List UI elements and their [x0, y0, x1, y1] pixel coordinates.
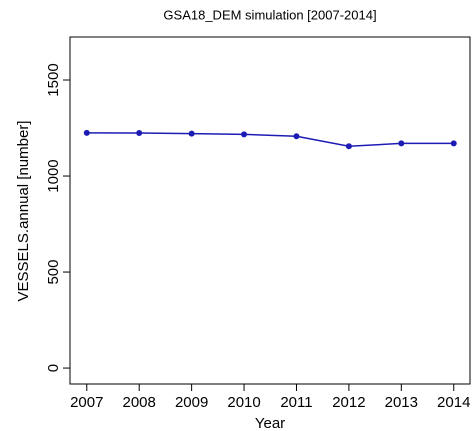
data-line [86, 132, 454, 148]
x-tick-label: 2009 [175, 394, 208, 411]
y-tick-label: 1500 [45, 63, 62, 96]
chart-title: GSA18_DEM simulation [2007-2014] [163, 7, 376, 22]
data-point [188, 130, 195, 137]
data-point [450, 140, 457, 147]
x-axis-label: Year [255, 415, 285, 431]
y-tick-label: 500 [45, 260, 62, 285]
x-tick-label: 2012 [332, 394, 365, 411]
data-point [241, 131, 248, 138]
x-tick-label: 2011 [280, 394, 312, 411]
x-tick-label: 2010 [227, 394, 260, 411]
data-point [293, 133, 300, 140]
x-tick-label: 2008 [123, 394, 156, 411]
data-point [398, 140, 405, 147]
x-tick-label: 2013 [385, 394, 418, 411]
data-point [136, 130, 143, 137]
data-point [345, 143, 352, 150]
x-tick-label: 2014 [437, 394, 470, 411]
data-point [83, 129, 90, 136]
y-tick-label: 1000 [45, 159, 62, 192]
y-tick-label: 0 [45, 364, 62, 372]
y-axis-label: VESSELS.annual [number] [15, 121, 32, 302]
x-tick-label: 2007 [70, 394, 103, 411]
plot-frame [69, 36, 471, 385]
